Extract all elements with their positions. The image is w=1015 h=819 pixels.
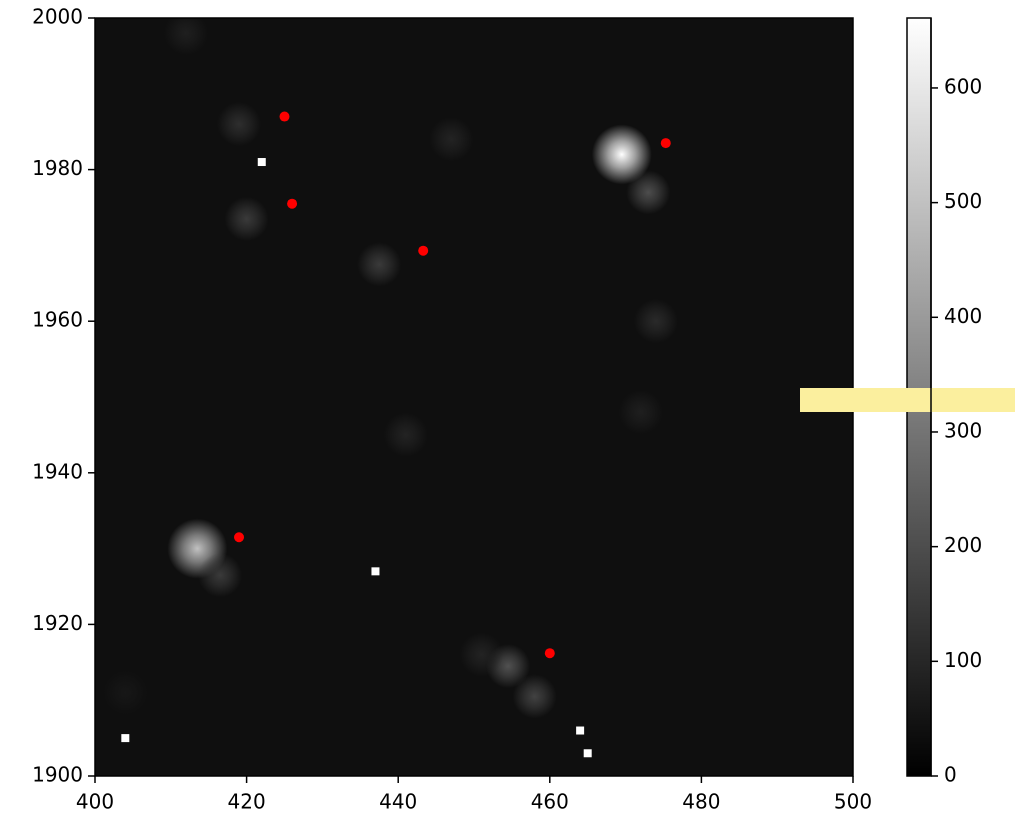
source-blob	[198, 553, 242, 597]
point-marker	[287, 199, 297, 209]
source-blob	[634, 299, 678, 343]
square-marker	[258, 158, 266, 166]
square-marker	[576, 727, 584, 735]
x-tick-label: 460	[531, 790, 569, 814]
source-blob	[460, 633, 504, 677]
colorbar-tick-label: 400	[944, 304, 982, 328]
point-marker	[280, 112, 290, 122]
point-marker	[234, 532, 244, 542]
colorbar-tick-label: 100	[944, 648, 982, 672]
source-blob	[384, 413, 428, 457]
square-marker	[121, 734, 129, 742]
colorbar-tick-label: 200	[944, 533, 982, 557]
image-area	[95, 11, 853, 776]
source-blob	[225, 197, 269, 241]
colorbar-tick-label: 500	[944, 189, 982, 213]
y-tick-label: 1920	[32, 611, 83, 635]
source-blob	[513, 674, 557, 718]
square-marker	[371, 567, 379, 575]
point-marker	[418, 246, 428, 256]
x-tick-label: 500	[834, 790, 872, 814]
x-tick-label: 440	[379, 790, 417, 814]
colorbar-tick-label: 300	[944, 418, 982, 442]
source-blob	[619, 390, 663, 434]
point-marker	[545, 648, 555, 658]
point-marker	[661, 138, 671, 148]
y-tick-label: 1940	[32, 459, 83, 483]
highlight-bar	[800, 388, 1015, 412]
y-tick-label: 2000	[32, 5, 83, 29]
source-blob	[429, 117, 473, 161]
colorbar-tick-label: 0	[944, 763, 957, 787]
square-marker	[584, 749, 592, 757]
y-tick-label: 1980	[32, 156, 83, 180]
source-blob	[357, 242, 401, 286]
source-blob	[217, 102, 261, 146]
source-blob	[103, 671, 147, 715]
x-tick-label: 420	[228, 790, 266, 814]
colorbar-tick-label: 600	[944, 74, 982, 98]
source-blob	[626, 170, 670, 214]
x-tick-label: 400	[76, 790, 114, 814]
y-tick-label: 1900	[32, 763, 83, 787]
x-tick-label: 480	[682, 790, 720, 814]
y-tick-label: 1960	[32, 308, 83, 332]
chart: 400 420 440 460 480 500 1900 1920 1940 1960 1980 20…	[0, 0, 1015, 819]
